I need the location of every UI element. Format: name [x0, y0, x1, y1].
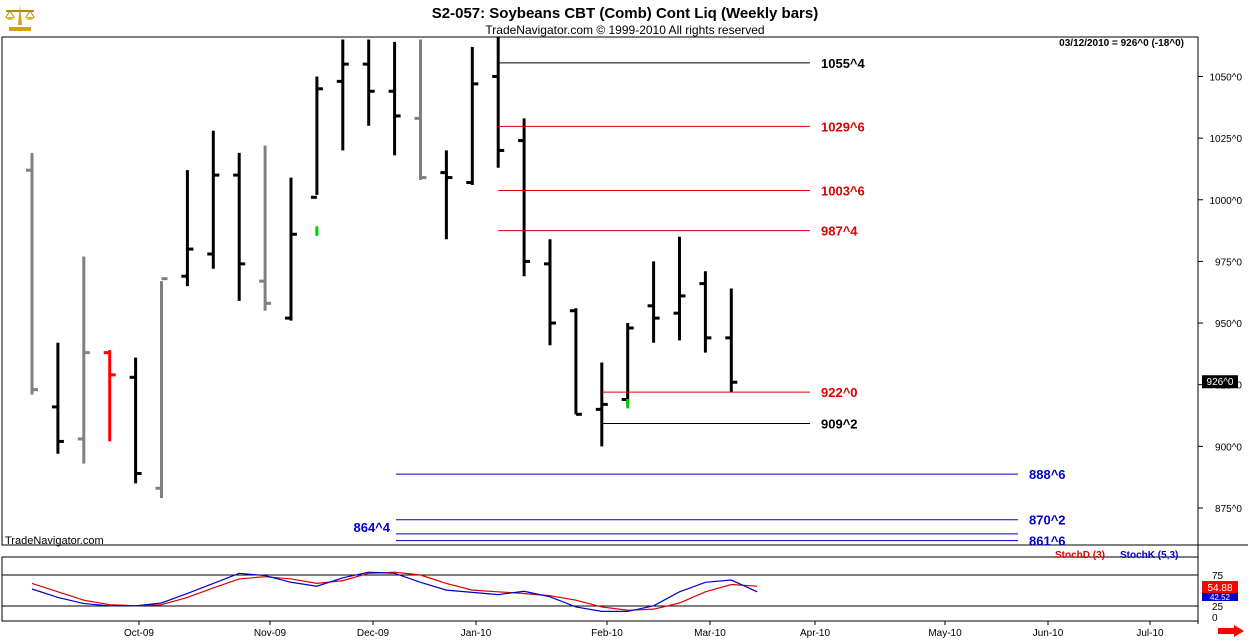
ohlc-bar — [129, 357, 142, 484]
scales-logo-icon — [5, 5, 35, 31]
ohlc-bar — [492, 37, 505, 168]
last-price-readout: 03/12/2010 = 926^0 (-18^0) — [1059, 38, 1184, 49]
ohlc-bar — [155, 277, 168, 499]
ohlc-bar — [310, 76, 323, 236]
ohlc-bar — [647, 261, 660, 343]
last-price-tag-label: 926^0 — [1207, 377, 1234, 388]
x-tick-label: Oct-09 — [124, 628, 154, 639]
stochd-line — [31, 571, 758, 611]
copyright-notice: TradeNavigator.com © 1999-2010 All right… — [485, 23, 765, 37]
ohlc-bar — [595, 362, 608, 447]
ohlc-bar — [414, 39, 427, 181]
ohlc-bar — [388, 41, 401, 156]
level-label: 870^2 — [1029, 513, 1066, 528]
scroll-right-arrow-icon[interactable] — [1218, 625, 1244, 637]
ohlc-bar — [673, 236, 686, 341]
ohlc-bar — [51, 342, 64, 454]
stoch-tick-label: 0 — [1212, 613, 1218, 624]
ohlc-bar — [285, 177, 297, 321]
watermark: TradeNavigator.com — [5, 535, 104, 547]
ohlc-bar — [725, 288, 738, 393]
y-tick-label: 1000^0 — [1210, 196, 1243, 207]
x-tick-label: Jun-10 — [1033, 628, 1064, 639]
ohlc-bar — [77, 256, 90, 464]
y-tick-label: 900^0 — [1215, 442, 1242, 453]
x-tick-label: Mar-10 — [694, 628, 726, 639]
chart-title: S2-057: Soybeans CBT (Comb) Cont Liq (We… — [431, 5, 819, 22]
ohlc-bar — [621, 323, 634, 409]
ohlc-bar — [440, 150, 453, 240]
stoch-legend-item: StochK (5,3) — [1120, 550, 1178, 561]
price-panel: 875^0900^0925^0950^0975^01000^01025^0105… — [1, 36, 1248, 624]
ohlc-bar — [26, 152, 38, 395]
x-tick-label: Nov-09 — [254, 628, 287, 639]
stochd-value-tag — [1202, 581, 1238, 593]
y-tick-label: 1050^0 — [1210, 72, 1243, 83]
ohlc-bar — [518, 118, 531, 277]
level-label: 1029^6 — [821, 119, 865, 134]
x-tick-label: Dec-09 — [357, 628, 390, 639]
level-label: 922^0 — [821, 385, 858, 400]
x-tick-label: Jul-10 — [1136, 628, 1164, 639]
y-tick-label: 950^0 — [1215, 319, 1242, 330]
y-tick-label: 975^0 — [1215, 257, 1242, 268]
level-label: 909^2 — [821, 417, 858, 432]
level-label: 864^4 — [353, 520, 390, 535]
level-label: 1055^4 — [821, 56, 866, 71]
stoch-tick-label: 75 — [1212, 571, 1224, 582]
stochk-value-tag — [1202, 593, 1238, 601]
x-tick-label: Feb-10 — [591, 628, 623, 639]
stochk-line — [31, 571, 758, 613]
y-tick-label: 1025^0 — [1210, 134, 1243, 145]
ohlc-bar — [233, 152, 246, 301]
stochd-value-label: 54.88 — [1207, 583, 1232, 594]
ohlc-bar — [466, 46, 479, 185]
y-tick-label: 875^0 — [1215, 504, 1242, 515]
ohlc-bar — [103, 350, 116, 442]
ohlc-bar — [544, 239, 556, 346]
ohlc-bar — [699, 271, 712, 353]
level-label: 987^4 — [821, 224, 858, 239]
ohlc-bar — [362, 39, 375, 126]
stochk-value-label: 42.52 — [1210, 593, 1231, 602]
x-tick-label: Apr-10 — [800, 628, 830, 639]
ohlc-bar — [207, 130, 220, 269]
ohlc-bar — [259, 145, 272, 311]
ohlc-bar — [569, 308, 582, 416]
last-price-tag — [1202, 375, 1238, 389]
ohlc-bar — [336, 39, 349, 151]
x-tick-label: May-10 — [928, 628, 962, 639]
x-tick-label: Jan-10 — [461, 628, 492, 639]
price-plot-frame — [1, 36, 1199, 546]
indicator-plot-frame — [1, 556, 1199, 622]
stoch-tick-label: 25 — [1212, 602, 1224, 613]
ohlc-bar — [181, 170, 194, 287]
level-label: 888^6 — [1029, 467, 1066, 482]
level-label: 1003^6 — [821, 184, 865, 199]
level-label: 861^6 — [1029, 534, 1066, 549]
stoch-legend-item: StochD (3) — [1055, 550, 1105, 561]
